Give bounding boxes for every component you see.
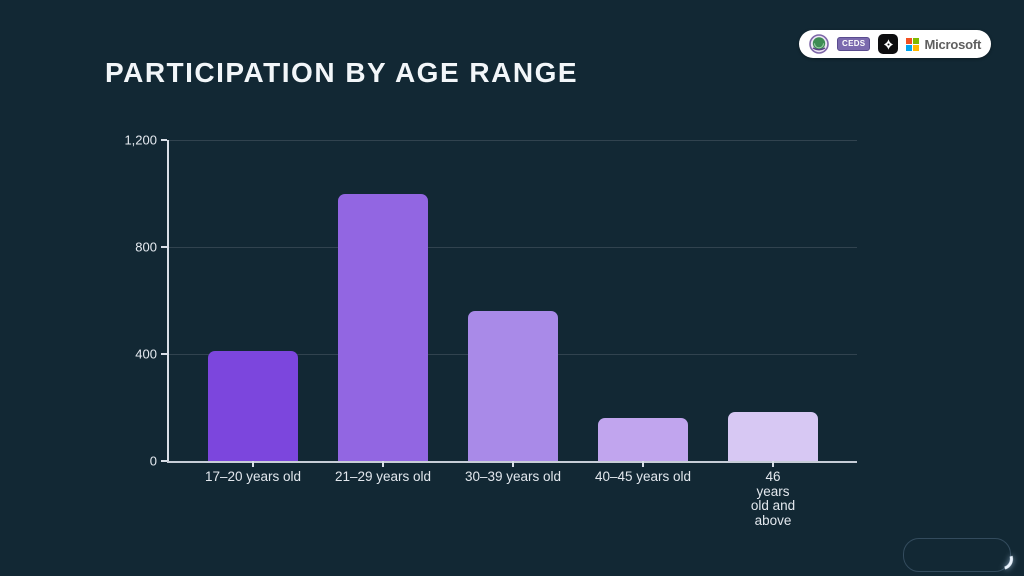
ms-square-blue <box>906 44 913 51</box>
x-tick-label: 21–29 years old <box>334 469 432 484</box>
x-axis-tick <box>772 461 774 467</box>
crest-logo-icon <box>878 34 899 54</box>
microsoft-wordmark: Microsoft <box>924 36 982 52</box>
y-tick-label: 800 <box>135 239 157 255</box>
y-tick-label: 400 <box>135 346 157 362</box>
logo-bar: CEDS Microsoft <box>799 30 992 58</box>
corner-loading-pill <box>903 538 1017 574</box>
crescent-spinner-icon <box>987 544 1017 574</box>
x-tick-label: 40–45 years old <box>594 469 692 484</box>
globe-seal-icon <box>809 34 829 54</box>
ms-square-green <box>913 37 920 44</box>
y-tick-label: 1,200 <box>124 132 157 148</box>
microsoft-squares-icon <box>906 37 920 51</box>
bar-chart-plot-area: 0 400 800 1,200 17–20 years old 21–29 years o… <box>124 133 857 528</box>
y-axis-tick <box>161 246 167 248</box>
bar-4 <box>598 418 688 461</box>
ms-square-yellow <box>913 44 920 51</box>
microsoft-logo: Microsoft <box>906 37 981 52</box>
y-axis-tick <box>161 460 167 462</box>
bar-2 <box>338 193 428 461</box>
bar-1 <box>208 351 298 461</box>
x-axis-tick <box>642 461 644 467</box>
ceds-logo: CEDS <box>837 37 871 51</box>
x-tick-label: 30–39 years old <box>464 469 562 484</box>
x-axis-tick <box>512 461 514 467</box>
gridline <box>169 247 857 248</box>
x-tick-label: 46 years old and above <box>750 469 796 528</box>
bar-3 <box>468 311 558 461</box>
y-axis-line <box>167 140 169 461</box>
y-axis-tick <box>161 139 167 141</box>
bar-5 <box>728 411 818 461</box>
y-axis-tick <box>161 353 167 355</box>
page-title: PARTICIPATION BY AGE RANGE <box>105 57 579 88</box>
x-tick-label: 17–20 years old <box>204 469 302 484</box>
x-axis-tick <box>382 461 384 467</box>
ms-square-red <box>906 37 913 44</box>
y-tick-label: 0 <box>149 453 157 469</box>
gridline <box>169 140 857 141</box>
x-axis-tick <box>252 461 254 467</box>
